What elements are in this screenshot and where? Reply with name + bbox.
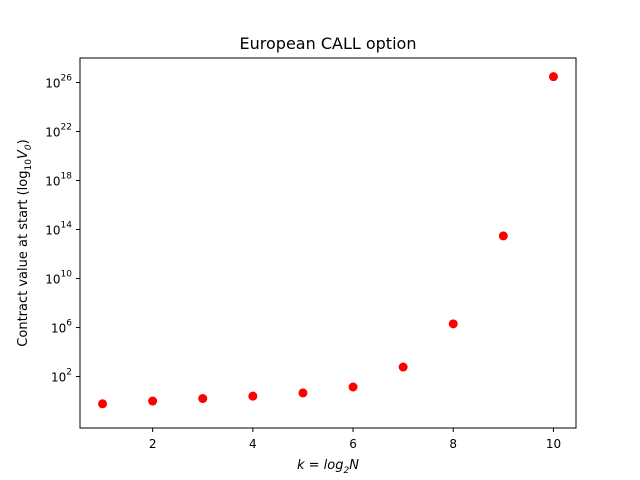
data-point <box>548 72 558 82</box>
data-point <box>248 391 258 401</box>
y-tick-label: 102 <box>51 368 72 385</box>
data-point <box>498 231 508 241</box>
plot-area: 2 4 6 8 10 102 106 1010 1014 1018 1022 1026 <box>45 57 577 451</box>
y-tick-label: 106 <box>51 319 72 336</box>
x-axis: 2 4 6 8 10 <box>149 428 561 451</box>
x-tick-label: 4 <box>249 437 257 451</box>
y-tick-label: 1022 <box>45 123 72 140</box>
x-axis-label: k = log2N <box>297 458 359 476</box>
data-point <box>448 319 458 329</box>
x-tick-label: 8 <box>449 437 457 451</box>
y-tick-label: 1010 <box>45 270 72 287</box>
axes-frame <box>79 57 577 429</box>
data-point <box>298 388 308 398</box>
data-series <box>98 72 558 409</box>
y-tick-label: 1018 <box>45 172 72 189</box>
data-point <box>98 399 108 409</box>
x-tick-label: 10 <box>546 437 561 451</box>
data-point <box>398 362 408 372</box>
data-point <box>348 382 358 392</box>
y-axis-label: Contract value at start (log10V0) <box>16 139 34 346</box>
y-axis: 102 106 1010 1014 1018 1022 1026 <box>45 74 80 385</box>
chart-title: European CALL option <box>240 34 417 53</box>
data-point <box>198 394 208 404</box>
y-tick-label: 1026 <box>45 74 72 91</box>
y-tick-label: 1014 <box>45 221 72 238</box>
x-tick-label: 6 <box>349 437 357 451</box>
data-point <box>148 396 158 406</box>
x-tick-label: 2 <box>149 437 157 451</box>
